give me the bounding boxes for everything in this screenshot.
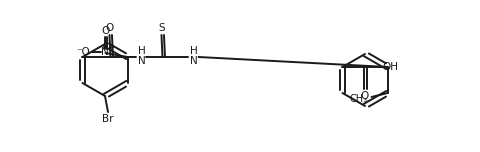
Text: N: N xyxy=(101,47,108,57)
Text: H: H xyxy=(190,46,197,56)
Text: OH: OH xyxy=(383,62,398,72)
Text: O: O xyxy=(106,23,114,33)
Text: +: + xyxy=(107,43,114,52)
Text: O: O xyxy=(101,26,109,36)
Text: N: N xyxy=(190,56,197,66)
Text: ⁻O: ⁻O xyxy=(77,47,90,57)
Text: CH₃: CH₃ xyxy=(349,94,368,104)
Text: H: H xyxy=(138,46,145,56)
Text: O: O xyxy=(361,91,369,101)
Text: S: S xyxy=(159,23,165,33)
Text: Br: Br xyxy=(102,114,114,124)
Text: N: N xyxy=(138,56,145,66)
